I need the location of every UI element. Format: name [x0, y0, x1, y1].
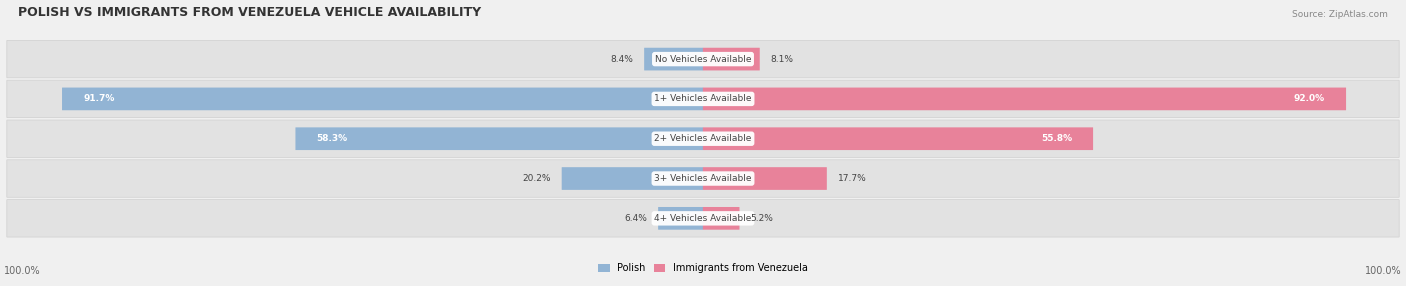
Text: 8.4%: 8.4%: [610, 55, 633, 63]
Text: 4+ Vehicles Available: 4+ Vehicles Available: [654, 214, 752, 223]
FancyBboxPatch shape: [7, 160, 1399, 197]
FancyBboxPatch shape: [62, 88, 703, 110]
Legend: Polish, Immigrants from Venezuela: Polish, Immigrants from Venezuela: [595, 259, 811, 277]
Text: 92.0%: 92.0%: [1294, 94, 1324, 104]
Text: 17.7%: 17.7%: [838, 174, 866, 183]
Text: 91.7%: 91.7%: [83, 94, 114, 104]
FancyBboxPatch shape: [7, 80, 1399, 118]
Text: Source: ZipAtlas.com: Source: ZipAtlas.com: [1292, 10, 1388, 19]
Text: 5.2%: 5.2%: [751, 214, 773, 223]
FancyBboxPatch shape: [7, 120, 1399, 157]
FancyBboxPatch shape: [703, 127, 1092, 150]
Text: 100.0%: 100.0%: [1365, 266, 1402, 276]
Text: 1+ Vehicles Available: 1+ Vehicles Available: [654, 94, 752, 104]
FancyBboxPatch shape: [7, 40, 1399, 78]
Text: 2+ Vehicles Available: 2+ Vehicles Available: [654, 134, 752, 143]
Text: 55.8%: 55.8%: [1040, 134, 1071, 143]
FancyBboxPatch shape: [295, 127, 703, 150]
FancyBboxPatch shape: [561, 167, 703, 190]
Text: 6.4%: 6.4%: [624, 214, 647, 223]
Text: 58.3%: 58.3%: [316, 134, 347, 143]
Text: 100.0%: 100.0%: [4, 266, 41, 276]
Text: 3+ Vehicles Available: 3+ Vehicles Available: [654, 174, 752, 183]
FancyBboxPatch shape: [7, 200, 1399, 237]
FancyBboxPatch shape: [703, 88, 1346, 110]
FancyBboxPatch shape: [644, 48, 703, 70]
Text: No Vehicles Available: No Vehicles Available: [655, 55, 751, 63]
FancyBboxPatch shape: [658, 207, 703, 230]
FancyBboxPatch shape: [703, 167, 827, 190]
Text: 20.2%: 20.2%: [522, 174, 551, 183]
Text: 8.1%: 8.1%: [770, 55, 794, 63]
FancyBboxPatch shape: [703, 207, 740, 230]
Text: POLISH VS IMMIGRANTS FROM VENEZUELA VEHICLE AVAILABILITY: POLISH VS IMMIGRANTS FROM VENEZUELA VEHI…: [18, 6, 481, 19]
FancyBboxPatch shape: [703, 48, 759, 70]
